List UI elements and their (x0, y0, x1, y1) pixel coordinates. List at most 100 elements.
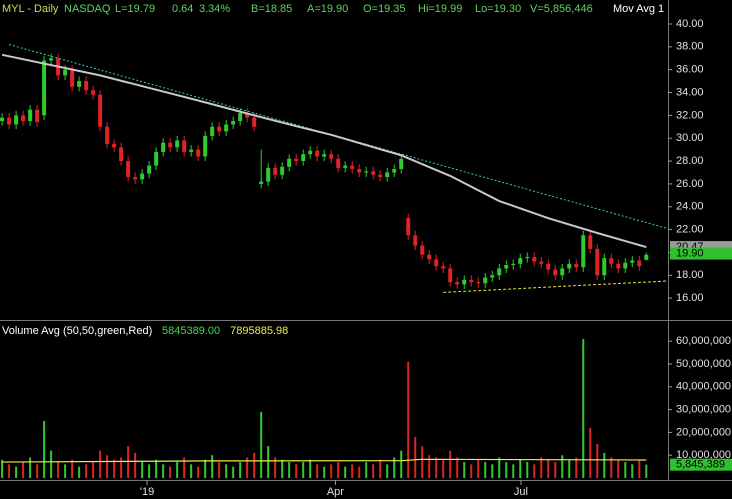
volume-bar (64, 464, 67, 478)
candle-body (77, 81, 82, 87)
y-tick-label: 22.00 (676, 223, 704, 235)
candle-body (420, 245, 425, 255)
y-tick-label: 36.00 (676, 64, 704, 76)
legend-value: 5845389.00 (162, 325, 220, 337)
candle-body (336, 158, 341, 168)
candle-body (378, 174, 383, 178)
y-tick-label: 10,000,000 (676, 449, 731, 461)
volume-bar (288, 462, 291, 478)
volume-bar (239, 462, 242, 478)
volume-bar (575, 457, 578, 478)
volume-bar (470, 464, 473, 478)
y-tick-label: 38.00 (676, 41, 704, 53)
volume-bar (519, 459, 522, 478)
x-tick-label: Jul (514, 486, 528, 498)
candle-body (490, 275, 495, 278)
exchange: NASDAQ (64, 3, 111, 15)
candle-body (434, 259, 439, 267)
volume-bar (92, 462, 95, 478)
price-tag-label: 5,845,389 (676, 459, 725, 471)
candle-body (469, 279, 474, 283)
volume-bar (218, 462, 221, 478)
volume-bar (190, 464, 193, 478)
candle-body (105, 126, 110, 144)
volume-bar (113, 459, 116, 478)
x-tick-label: '19 (140, 486, 154, 498)
candle-body (28, 109, 33, 122)
y-tick-label: 26.00 (676, 178, 704, 190)
volume-bar (484, 462, 487, 478)
y-tick-label: 16.00 (676, 292, 704, 304)
candle-body (525, 257, 530, 259)
candle-body (567, 263, 572, 269)
candle-body (455, 282, 460, 285)
volume-bar (50, 450, 53, 478)
y-tick-label: 40,000,000 (676, 381, 731, 393)
volume-bar (533, 464, 536, 478)
volume-bar (134, 452, 137, 478)
volume-bar (393, 457, 396, 478)
volume-bar (274, 457, 277, 478)
volume-bar (498, 457, 501, 478)
candle-body (462, 279, 467, 285)
volume-bar (120, 457, 123, 478)
volume-bar (78, 466, 81, 478)
candle-body (483, 277, 488, 284)
candle-body (343, 165, 348, 168)
candle-body (357, 169, 362, 173)
candle-body (287, 158, 292, 167)
y-tick-label: 24.00 (676, 201, 704, 213)
candle-body (154, 151, 159, 166)
volume-bar (22, 462, 25, 478)
price-tag (670, 247, 732, 260)
volume-bar (29, 457, 32, 478)
ask: A=19.90 (307, 3, 348, 15)
y-tick-label: 34.00 (676, 86, 704, 98)
volume-bar (141, 462, 144, 478)
candle-body (294, 158, 299, 162)
candle-body (308, 150, 313, 155)
volume-bar (71, 459, 74, 478)
volume-bar (414, 436, 417, 478)
candle-body (637, 260, 642, 267)
volume-bar (309, 459, 312, 478)
volume-bar (456, 457, 459, 478)
volume-bar (8, 464, 11, 478)
candle-body (644, 254, 649, 260)
volume-bar (162, 464, 165, 478)
volume-bar (169, 466, 172, 478)
volume-bar (358, 466, 361, 478)
candle-body (322, 154, 327, 157)
price-tag (670, 458, 732, 471)
volume-bar (267, 446, 270, 478)
volume-bar (15, 466, 18, 478)
volume-bar (57, 462, 60, 478)
line (443, 280, 668, 293)
volume-bar (491, 464, 494, 478)
high: Hi=19.99 (418, 3, 462, 15)
candle-body (602, 258, 607, 276)
candle-body (42, 60, 47, 116)
volume-bar (617, 459, 620, 478)
bid: B=18.85 (251, 3, 292, 15)
candle-body (315, 150, 320, 157)
y-tick-label: 50,000,000 (676, 358, 731, 370)
candle-body (588, 235, 593, 250)
candle-body (231, 121, 236, 125)
candle-body (448, 268, 453, 283)
candle-body (49, 58, 54, 61)
y-tick-label: 40.00 (676, 18, 704, 30)
candle-body (441, 266, 446, 269)
low: Lo=19.30 (475, 3, 521, 15)
candle-body (413, 235, 418, 246)
candle-body (119, 147, 124, 162)
volume-bar (582, 338, 585, 478)
candle-body (259, 181, 264, 184)
candle-body (210, 126, 215, 136)
candle-body (140, 173, 145, 180)
candle-body (609, 258, 614, 264)
candle-body (224, 124, 229, 132)
candle-body (476, 282, 481, 284)
volume-bar (302, 462, 305, 478)
